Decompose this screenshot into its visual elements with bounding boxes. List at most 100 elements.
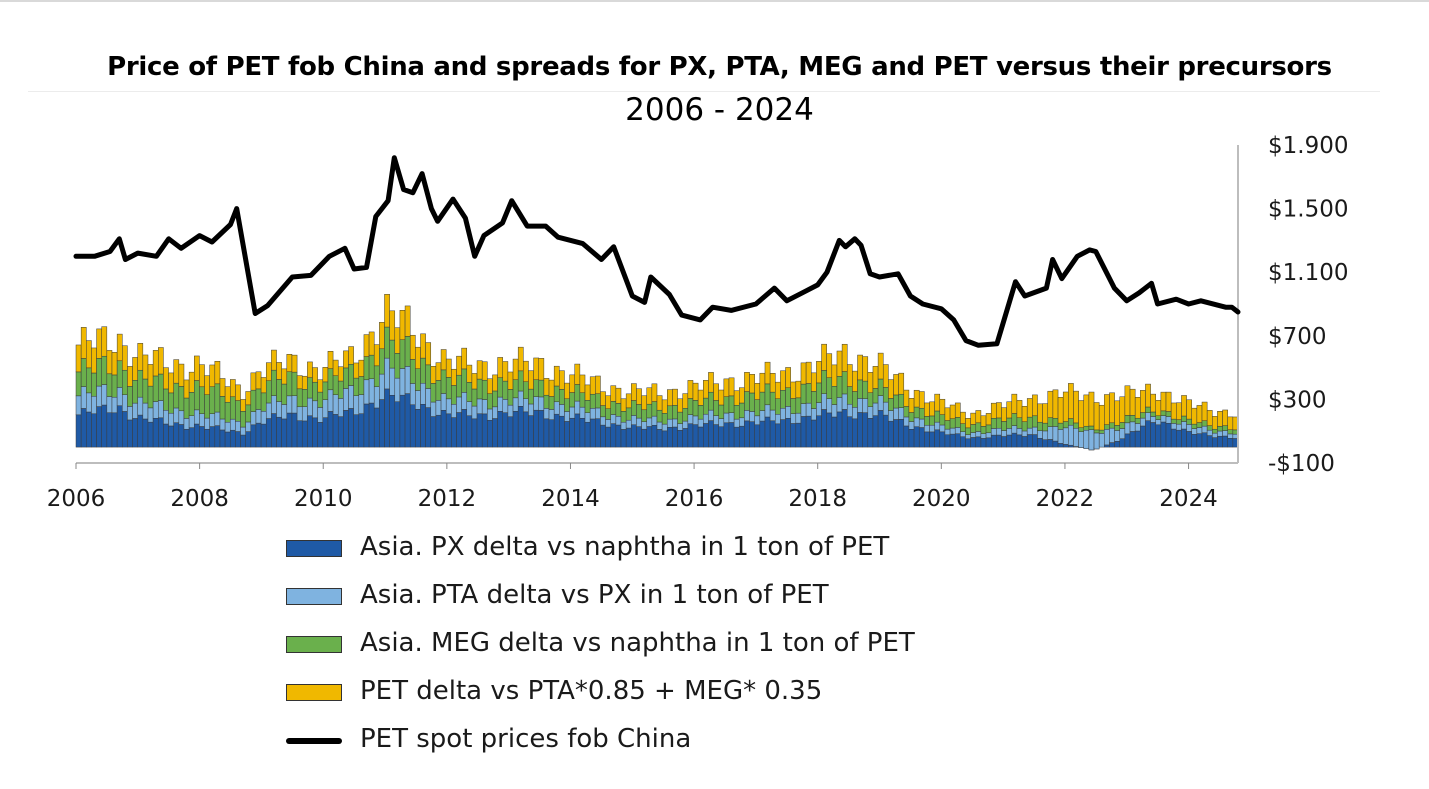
bar-segment-pet: [1073, 390, 1079, 424]
bar-segment-pet: [389, 310, 396, 341]
bar-segment-pet: [132, 357, 138, 381]
bar-segment-px: [996, 434, 1002, 448]
bar-segment-meg: [127, 386, 133, 407]
bar-segment-meg: [301, 389, 308, 407]
bar-segment-meg: [677, 411, 683, 424]
bar-segment-px: [296, 420, 303, 448]
bar-segment-meg: [584, 400, 591, 413]
x-tick-label: 2006: [47, 486, 106, 512]
bar-segment-px: [1206, 435, 1213, 448]
bar-segment-pet: [548, 379, 555, 397]
bar-segment-pet: [574, 363, 581, 385]
bar-segment-pet: [1104, 394, 1110, 425]
bar-segment-meg: [975, 422, 982, 432]
bar-segment-meg: [1170, 418, 1177, 424]
bar-segment-pet: [1227, 416, 1234, 430]
bar-segment-pet: [744, 372, 750, 392]
bar-segment-pet: [620, 398, 627, 412]
bar-segment-meg: [805, 383, 812, 404]
bar-segment-meg: [1196, 422, 1203, 428]
legend-label-meg: Asia. MEG delta vs naphtha in 1 ton of P…: [360, 628, 915, 658]
bar-segment-pet: [569, 374, 575, 393]
bar-segment-pta: [533, 396, 539, 411]
bar-segment-pet: [1006, 401, 1013, 419]
bar-segment-meg: [481, 379, 488, 400]
bar-segment-px: [409, 404, 416, 448]
bar-segment-pet: [337, 366, 344, 382]
bar-segment-meg: [224, 401, 231, 423]
bar-segment-px: [610, 423, 617, 448]
bar-segment-px: [1001, 436, 1007, 448]
bar-segment-pta: [1083, 429, 1090, 449]
bar-segment-px: [569, 417, 575, 448]
bar-segment-pta: [96, 385, 102, 407]
bar-segment-pet: [929, 401, 935, 417]
bar-segment-meg: [543, 394, 550, 409]
bar-segment-meg: [1088, 425, 1095, 430]
bar-segment-pta: [795, 412, 802, 424]
bar-segment-px: [240, 434, 246, 448]
bar-segment-meg: [91, 372, 97, 397]
bar-segment-px: [1181, 428, 1187, 448]
bar-segment-pta: [1062, 427, 1069, 445]
bar-segment-px: [445, 413, 452, 448]
bar-segment-meg: [564, 398, 570, 412]
bar-segment-pta: [158, 400, 164, 419]
bar-segment-pet: [651, 383, 658, 402]
bar-segment-pta: [841, 393, 848, 410]
bar-segment-pta: [229, 418, 236, 431]
bar-segment-meg: [265, 380, 272, 404]
bar-segment-pet: [116, 333, 123, 362]
bar-segment-pet: [1032, 394, 1038, 417]
bar-segment-pet: [224, 386, 231, 403]
bar-segment-pet: [759, 372, 766, 393]
bar-segment-meg: [142, 378, 149, 404]
bar-segment-meg: [1145, 406, 1151, 413]
bar-segment-pta: [826, 398, 833, 414]
bar-segment-pet: [163, 367, 169, 390]
bar-segment-meg: [1227, 429, 1234, 435]
bar-segment-pta: [445, 398, 452, 415]
bar-segment-meg: [137, 369, 144, 398]
bar-segment-pta: [1068, 424, 1074, 446]
bar-segment-px: [466, 415, 473, 448]
bar-segment-pta: [728, 412, 735, 423]
bar-segment-pta: [1134, 423, 1141, 432]
bar-segment-meg: [404, 336, 411, 367]
bar-segment-px: [204, 428, 210, 448]
bar-segment-meg: [810, 391, 817, 409]
bar-segment-meg: [358, 376, 365, 395]
bar-segment-pta: [178, 410, 185, 425]
bar-segment-pta: [1145, 412, 1151, 421]
bar-segment-pet: [435, 362, 442, 381]
bar-segment-pta: [1057, 429, 1064, 444]
bar-segment-meg: [600, 405, 606, 418]
bar-segment-meg: [1001, 421, 1007, 431]
bar-segment-pta: [888, 410, 894, 422]
bar-segment-px: [86, 411, 92, 448]
bar-segment-meg: [960, 423, 966, 432]
bar-segment-pta: [368, 378, 375, 404]
bar-segment-meg: [1047, 417, 1054, 427]
bar-segment-pet: [533, 357, 539, 380]
bar-segment-pta: [1037, 430, 1043, 439]
bar-segment-meg: [954, 417, 961, 428]
bar-segment-px: [163, 423, 169, 448]
bar-segment-pta: [245, 421, 252, 432]
bar-segment-pet: [168, 372, 174, 394]
bar-segment-pta: [194, 409, 200, 425]
bar-segment-pta: [790, 413, 797, 424]
bar-segment-pta: [805, 402, 812, 417]
bar-segment-px: [826, 412, 833, 448]
bar-segment-px: [420, 404, 426, 448]
bar-segment-px: [584, 421, 591, 448]
pet-spot-price-line: [73, 155, 1241, 348]
bar-segment-meg: [116, 360, 123, 388]
bar-segment-meg: [528, 388, 534, 405]
bar-segment-pta: [898, 407, 905, 420]
bar-segment-px: [553, 413, 560, 448]
bar-segment-pta: [183, 418, 190, 430]
bar-segment-pta: [718, 418, 725, 427]
bar-segment-meg: [255, 388, 262, 410]
bar-segment-meg: [152, 375, 159, 402]
